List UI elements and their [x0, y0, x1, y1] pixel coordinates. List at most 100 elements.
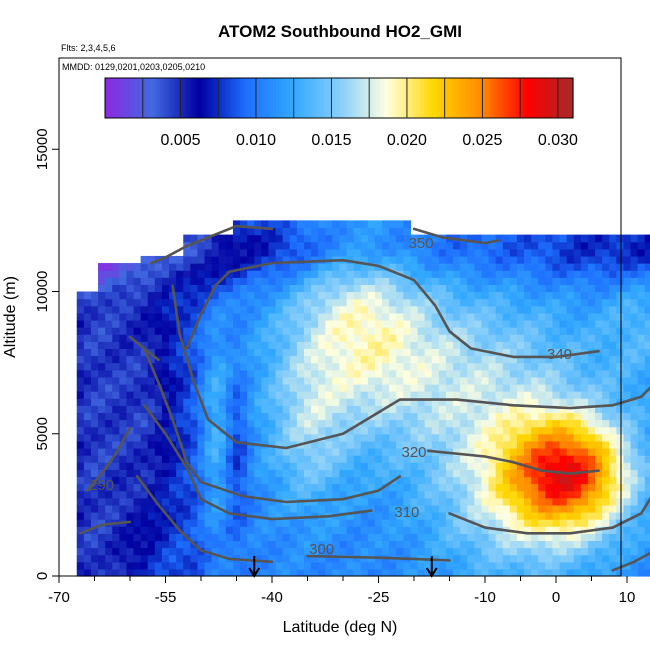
heatmap-cell	[495, 362, 504, 371]
heatmap-cell	[616, 504, 625, 513]
heatmap-cell	[318, 234, 326, 243]
heatmap-cell	[76, 312, 85, 321]
heatmap-cell	[147, 519, 156, 527]
heatmap-cell	[502, 284, 511, 293]
heatmap-cell	[374, 490, 383, 499]
heatmap-cell	[169, 447, 177, 456]
heatmap-cell	[183, 405, 191, 414]
heatmap-cell	[474, 391, 483, 399]
heatmap-cell	[140, 547, 149, 556]
heatmap-cell	[140, 369, 149, 378]
heatmap-cell	[460, 490, 468, 499]
heatmap-cell	[147, 476, 156, 485]
heatmap-cell	[225, 483, 234, 492]
heatmap-cell	[424, 462, 433, 470]
heatmap-cell	[367, 227, 376, 236]
heatmap-cell	[382, 483, 390, 492]
heatmap-cell	[424, 376, 433, 385]
heatmap-cell	[275, 362, 284, 371]
heatmap-cell	[176, 383, 184, 392]
heatmap-cell	[623, 405, 632, 414]
heatmap-cell	[332, 362, 341, 371]
heatmap-cell	[254, 519, 262, 527]
heatmap-cell	[268, 419, 277, 428]
heatmap-cell	[303, 312, 312, 321]
heatmap-cell	[495, 270, 504, 278]
heatmap-cell	[524, 348, 532, 357]
heatmap-cell	[176, 263, 184, 271]
heatmap-cell	[410, 519, 419, 527]
heatmap-cell	[360, 234, 369, 243]
heatmap-cell	[254, 319, 262, 328]
heatmap-cell	[289, 277, 298, 285]
heatmap-cell	[296, 234, 305, 243]
heatmap-cell	[296, 490, 305, 499]
heatmap-cell	[126, 383, 135, 392]
heatmap-cell	[83, 412, 92, 421]
heatmap-cell	[467, 312, 475, 321]
heatmap-cell	[332, 284, 341, 293]
heatmap-cell	[311, 540, 319, 549]
heatmap-cell	[303, 391, 312, 399]
heatmap-cell	[460, 270, 468, 278]
heatmap-cell	[374, 568, 383, 577]
heatmap-cell	[495, 433, 504, 442]
heatmap-cell	[126, 319, 135, 328]
heatmap-cell	[644, 255, 650, 264]
heatmap-cell	[545, 341, 554, 349]
heatmap-cell	[573, 341, 582, 349]
heatmap-cell	[644, 312, 650, 321]
heatmap-cell	[595, 270, 603, 278]
heatmap-cell	[509, 490, 518, 499]
heatmap-cell	[360, 291, 369, 300]
heatmap-cell	[509, 447, 518, 456]
heatmap-cell	[445, 419, 454, 428]
heatmap-cell	[98, 554, 106, 563]
heatmap-cell	[488, 476, 497, 485]
heatmap-cell	[481, 355, 490, 364]
heatmap-cell	[183, 334, 191, 342]
heatmap-cell	[76, 355, 85, 364]
heatmap-cell	[332, 376, 341, 385]
heatmap-cell	[403, 547, 412, 556]
heatmap-cell	[154, 284, 163, 293]
heatmap-cell	[410, 483, 419, 492]
heatmap-cell	[360, 369, 369, 378]
heatmap-cell	[516, 298, 525, 307]
heatmap-cell	[644, 327, 650, 335]
heatmap-cell	[346, 234, 355, 243]
heatmap-cell	[275, 469, 284, 478]
heatmap-cell	[637, 426, 646, 435]
heatmap-cell	[261, 540, 270, 549]
heatmap-cell	[204, 455, 213, 463]
heatmap-cell	[311, 490, 319, 499]
heatmap-cell	[602, 419, 610, 428]
heatmap-cell	[595, 234, 603, 243]
heatmap-cell	[154, 391, 163, 399]
heatmap-cell	[531, 270, 539, 278]
heatmap-cell	[630, 398, 639, 406]
heatmap-cell	[261, 291, 270, 300]
heatmap-cell	[580, 447, 589, 456]
heatmap-cell	[602, 362, 610, 371]
heatmap-cell	[566, 391, 575, 399]
heatmap-cell	[516, 241, 525, 250]
heatmap-cell	[495, 383, 504, 392]
heatmap-cell	[296, 568, 305, 577]
heatmap-cell	[509, 341, 518, 349]
heatmap-cell	[83, 561, 92, 570]
heatmap-cell	[254, 305, 262, 314]
heatmap-cell	[161, 490, 170, 499]
heatmap-cell	[474, 270, 483, 278]
heatmap-cell	[488, 263, 497, 271]
heatmap-cell	[587, 440, 596, 449]
heatmap-cell	[339, 383, 348, 392]
heatmap-cell	[346, 540, 355, 549]
heatmap-cell	[410, 426, 419, 435]
heatmap-cell	[367, 241, 376, 250]
heatmap-cell	[545, 412, 554, 421]
heatmap-cell	[218, 455, 227, 463]
heatmap-cell	[83, 504, 92, 513]
heatmap-cell	[417, 476, 426, 485]
heatmap-cell	[367, 369, 376, 378]
